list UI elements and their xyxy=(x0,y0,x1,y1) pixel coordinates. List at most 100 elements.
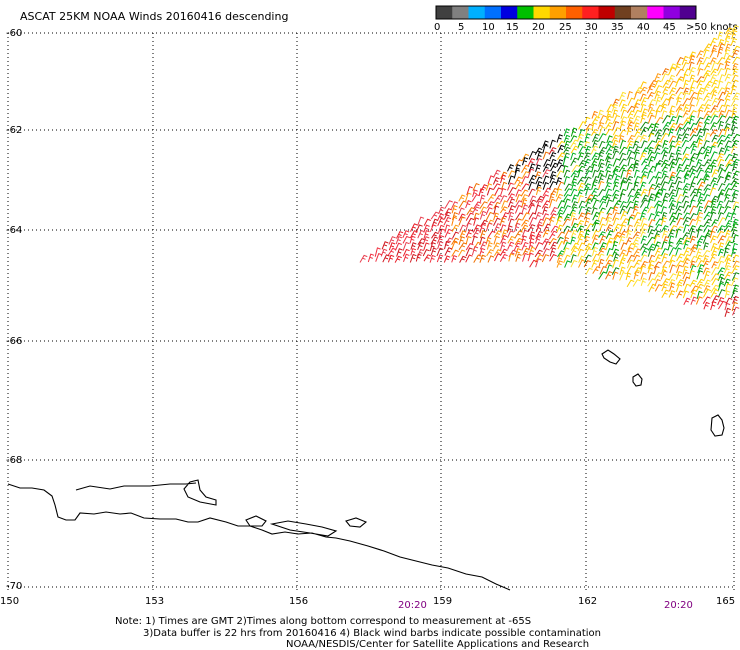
wind-barb xyxy=(661,278,670,286)
wind-barb xyxy=(639,121,649,130)
wind-barb xyxy=(732,260,740,269)
wind-barb xyxy=(695,248,703,258)
wind-barb xyxy=(696,224,704,232)
wind-barb xyxy=(689,205,697,215)
wind-barb xyxy=(535,235,542,244)
wind-barb xyxy=(683,103,690,112)
wind-barb xyxy=(718,128,726,138)
wind-barb xyxy=(618,129,627,137)
wind-barb xyxy=(668,110,675,118)
wind-barb xyxy=(647,146,654,155)
wind-barb xyxy=(689,255,698,263)
wind-barb xyxy=(668,273,677,281)
wind-barb xyxy=(521,164,530,173)
wind-barb xyxy=(732,242,738,251)
wind-barb xyxy=(367,253,375,263)
wind-barb xyxy=(611,169,619,179)
wind-barb xyxy=(632,205,639,214)
wind-barb xyxy=(578,255,585,263)
wind-barb xyxy=(612,193,619,203)
wind-barb xyxy=(471,235,478,245)
wind-barb xyxy=(506,193,515,202)
wind-barb xyxy=(633,109,641,118)
wind-barb xyxy=(647,132,655,142)
wind-barb xyxy=(598,180,605,190)
legend-labels: 0 5 10 15 20 25 30 35 40 45 >50 knots xyxy=(434,22,738,33)
wind-barb xyxy=(633,175,641,185)
wind-barb xyxy=(723,123,731,132)
wind-barb xyxy=(417,229,425,239)
wind-barb xyxy=(682,265,689,275)
wind-barb xyxy=(529,217,537,227)
wind-barb xyxy=(675,284,683,292)
wind-barb xyxy=(591,122,598,131)
wind-barb xyxy=(479,230,487,239)
wind-barb xyxy=(648,254,656,264)
wind-barb xyxy=(654,247,662,256)
wind-barb xyxy=(689,122,697,131)
wind-barb xyxy=(661,68,669,76)
wind-barb xyxy=(471,246,479,256)
wind-barb xyxy=(444,200,453,209)
wind-barb xyxy=(570,145,579,154)
wind-barb xyxy=(655,104,664,113)
wind-barb xyxy=(667,176,676,185)
wind-barb xyxy=(626,279,635,288)
wind-barb xyxy=(632,231,641,239)
wind-barb xyxy=(688,165,697,173)
wind-barb xyxy=(689,127,699,137)
wind-barb xyxy=(626,105,635,114)
wind-barb xyxy=(716,153,725,161)
wind-barb xyxy=(668,122,677,131)
wind-barb xyxy=(584,176,592,185)
wind-barb xyxy=(710,284,719,294)
wind-barb xyxy=(668,145,676,154)
wind-barb xyxy=(583,212,591,220)
wind-barb xyxy=(618,99,626,107)
wind-barb xyxy=(590,128,599,137)
wind-barb xyxy=(669,171,676,180)
wind-barb xyxy=(598,114,607,124)
wind-barb xyxy=(591,180,598,190)
wind-barb xyxy=(661,159,669,168)
wind-barb xyxy=(724,73,732,82)
wind-barb xyxy=(709,49,717,58)
wind-barb xyxy=(507,241,515,250)
wind-barb xyxy=(732,254,740,262)
wind-barb xyxy=(613,175,621,185)
wind-barb xyxy=(731,272,740,281)
wind-barb xyxy=(695,216,703,226)
legend-label-0: 0 xyxy=(434,22,440,33)
wind-barb xyxy=(655,96,662,106)
wind-barb xyxy=(605,199,613,208)
wind-barb xyxy=(633,122,640,131)
wind-barb xyxy=(555,216,563,226)
wind-barb xyxy=(627,188,636,197)
wind-barb xyxy=(620,210,628,220)
wind-barb xyxy=(703,218,712,227)
wind-barb xyxy=(535,224,543,233)
wind-barb xyxy=(563,176,570,185)
wind-barb xyxy=(732,306,740,316)
wind-barb xyxy=(702,267,710,275)
wind-barb xyxy=(633,270,640,280)
wind-barb xyxy=(562,146,571,154)
wind-barb xyxy=(723,205,732,214)
wind-barb xyxy=(654,116,664,126)
wind-barb xyxy=(703,301,710,310)
wind-barb xyxy=(710,205,717,214)
wind-barb xyxy=(562,205,571,214)
wind-barb xyxy=(570,259,578,268)
wind-barb xyxy=(472,182,480,191)
wind-barb xyxy=(653,122,660,131)
wind-barb xyxy=(590,145,599,155)
wind-barb xyxy=(576,133,584,142)
wind-barb xyxy=(640,140,648,149)
wind-barb xyxy=(681,153,690,162)
legend-label-25: 25 xyxy=(559,22,572,33)
wind-barb xyxy=(640,188,648,197)
wind-barb xyxy=(675,91,685,100)
wind-barb xyxy=(619,152,626,161)
wind-barb xyxy=(598,174,605,184)
wind-barb xyxy=(709,230,716,239)
